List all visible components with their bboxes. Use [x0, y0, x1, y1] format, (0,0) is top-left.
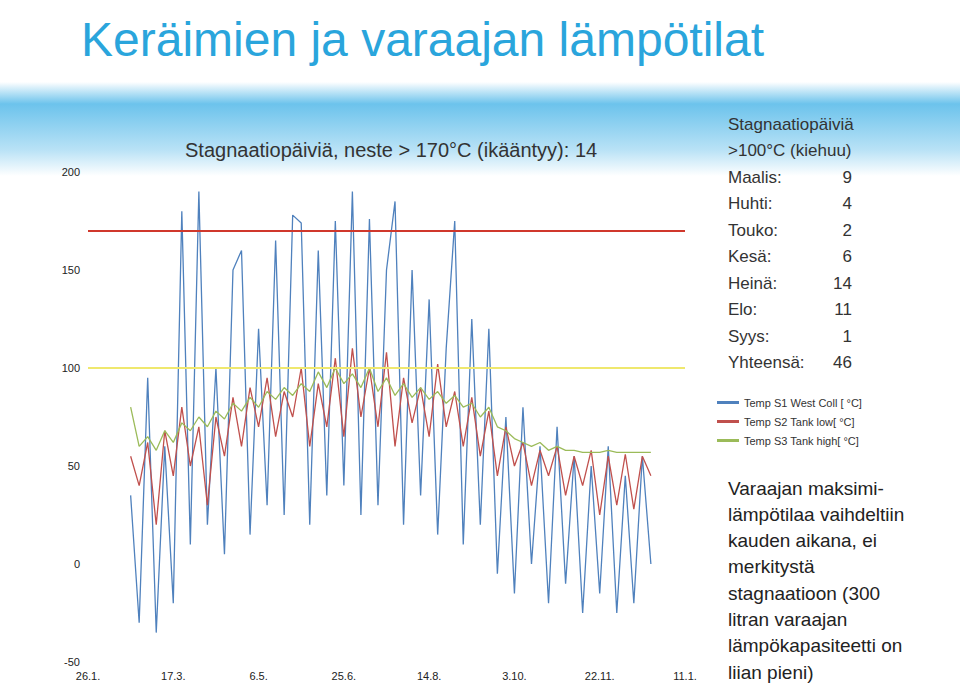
svg-text:Syys:: Syys: [728, 327, 770, 346]
svg-text:liian pieni): liian pieni) [728, 662, 814, 683]
svg-text:-50: -50 [64, 656, 80, 668]
svg-text:4: 4 [843, 194, 852, 213]
svg-text:26.1.: 26.1. [76, 670, 100, 682]
svg-text:>100°C (kiehuu): >100°C (kiehuu) [728, 141, 852, 160]
svg-text:litran varaajan: litran varaajan [728, 609, 847, 630]
svg-text:1: 1 [843, 327, 852, 346]
svg-text:6.5.: 6.5. [249, 670, 267, 682]
svg-text:14: 14 [833, 274, 852, 293]
svg-text:2: 2 [843, 221, 852, 240]
svg-text:Temp S2 Tank low[ °C]: Temp S2 Tank low[ °C] [744, 416, 855, 428]
svg-text:200: 200 [62, 166, 80, 178]
svg-text:11.1.: 11.1. [673, 670, 697, 682]
svg-text:14.8.: 14.8. [417, 670, 441, 682]
svg-text:Keräimien ja varaajan lämpötil: Keräimien ja varaajan lämpötilat [81, 13, 764, 66]
svg-text:Touko:: Touko: [728, 221, 778, 240]
svg-text:Stagnaatiopäiviä: Stagnaatiopäiviä [728, 115, 854, 134]
svg-text:Varaajan maksimi-: Varaajan maksimi- [728, 478, 884, 499]
svg-text:Temp S3 Tank high[ °C]: Temp S3 Tank high[ °C] [744, 435, 859, 447]
svg-text:Temp S1 West Coll [ °C]: Temp S1 West Coll [ °C] [744, 397, 862, 409]
svg-text:lämpökapasiteetti on: lämpökapasiteetti on [728, 635, 902, 656]
svg-text:kauden aikana, ei: kauden aikana, ei [728, 530, 877, 551]
svg-text:3.10.: 3.10. [502, 670, 526, 682]
svg-text:lämpötilaa vaihdeltiin: lämpötilaa vaihdeltiin [728, 504, 904, 525]
svg-text:22.11.: 22.11. [585, 670, 615, 682]
svg-text:0: 0 [74, 558, 80, 570]
svg-text:150: 150 [62, 264, 80, 276]
svg-text:Yhteensä:: Yhteensä: [728, 353, 805, 372]
svg-text:Heinä:: Heinä: [728, 274, 777, 293]
svg-text:17.3.: 17.3. [161, 670, 185, 682]
svg-text:merkitystä: merkitystä [728, 556, 815, 577]
svg-text:9: 9 [843, 168, 852, 187]
svg-text:25.6.: 25.6. [332, 670, 356, 682]
svg-text:stagnaatioon (300: stagnaatioon (300 [728, 583, 880, 604]
svg-text:50: 50 [68, 460, 80, 472]
svg-text:11: 11 [834, 300, 852, 319]
svg-text:6: 6 [843, 247, 852, 266]
svg-text:Huhti:: Huhti: [728, 194, 772, 213]
svg-text:Elo:: Elo: [728, 300, 757, 319]
svg-text:100: 100 [62, 362, 80, 374]
svg-text:Kesä:: Kesä: [728, 247, 771, 266]
svg-text:46: 46 [833, 353, 852, 372]
svg-text:Stagnaatiopäiviä, neste > 170°: Stagnaatiopäiviä, neste > 170°C (ikäänty… [185, 139, 597, 161]
svg-text:Maalis:: Maalis: [728, 168, 782, 187]
